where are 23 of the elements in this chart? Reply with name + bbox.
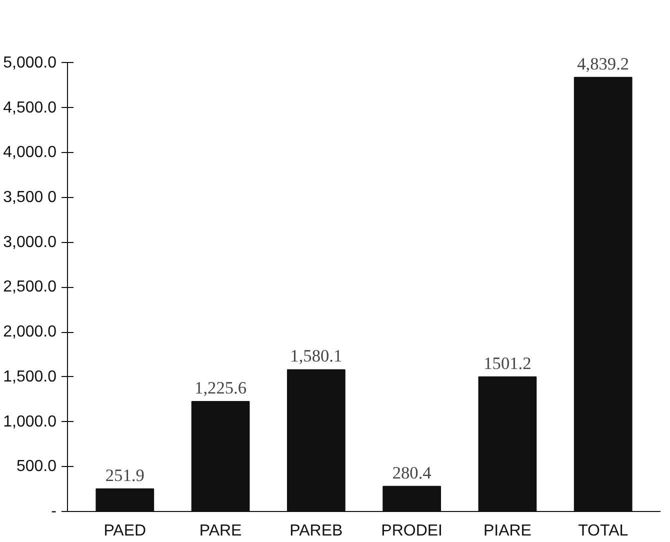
y-tick-label: 2,000.0	[3, 324, 57, 341]
data-label: 1,580.1	[290, 346, 342, 366]
y-tick-label: 4,000.0	[3, 144, 57, 162]
y-tick-label: 2,500.0	[3, 278, 57, 296]
y-tick-label: 500.0	[16, 458, 57, 476]
y-tick-label: 1,500.0	[3, 368, 57, 386]
y-tick-label: 4,500.0	[3, 99, 57, 116]
x-tick-label: PARE	[199, 522, 242, 540]
y-tick-label: 3,000.0	[3, 234, 57, 251]
y-tick-label: -	[51, 503, 56, 520]
y-tick-label: 3,500 0	[3, 189, 57, 206]
data-label: 1,225.6	[194, 378, 247, 398]
x-tick-label: TOTAL	[578, 522, 628, 540]
data-label: 4,839.2	[577, 54, 630, 74]
y-tick-label: 1,000.0	[3, 413, 57, 430]
data-label: 251.9	[105, 466, 144, 485]
x-tick-label: PAED	[104, 522, 146, 540]
data-label: 1501.2	[484, 354, 532, 373]
x-tick-label: PIARE	[483, 522, 532, 540]
data-label: 280.4	[392, 463, 432, 482]
x-tick-label: PRODEI	[381, 522, 442, 540]
y-tick-label: 5,000.0	[3, 54, 57, 72]
x-tick-label: PAREB	[290, 522, 343, 540]
